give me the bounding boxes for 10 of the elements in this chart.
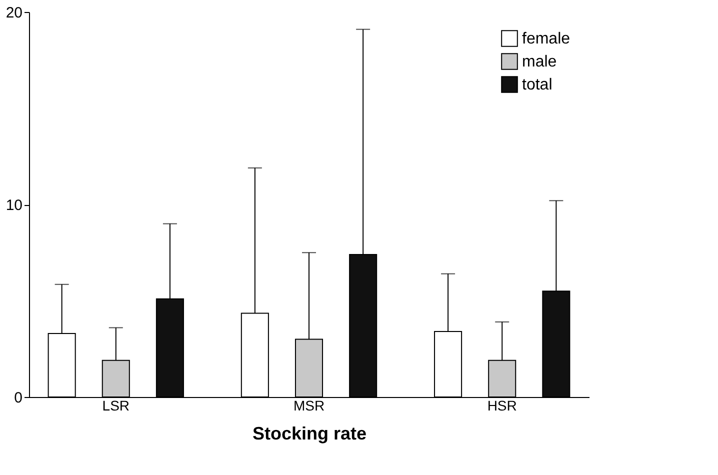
x-tick-label: LSR [102,398,130,414]
y-tick-label: 10 [6,197,22,214]
legend-label: male [522,54,557,70]
legend-label: female [522,30,570,48]
y-tick-label: 0 [14,390,22,406]
x-tick-label: MSR [293,398,325,414]
y-tick-label: 20 [6,4,22,22]
legend-label: total [522,76,552,94]
x-tick-label: HSR [487,398,517,414]
x-axis-title: Stocking rate [252,424,367,444]
